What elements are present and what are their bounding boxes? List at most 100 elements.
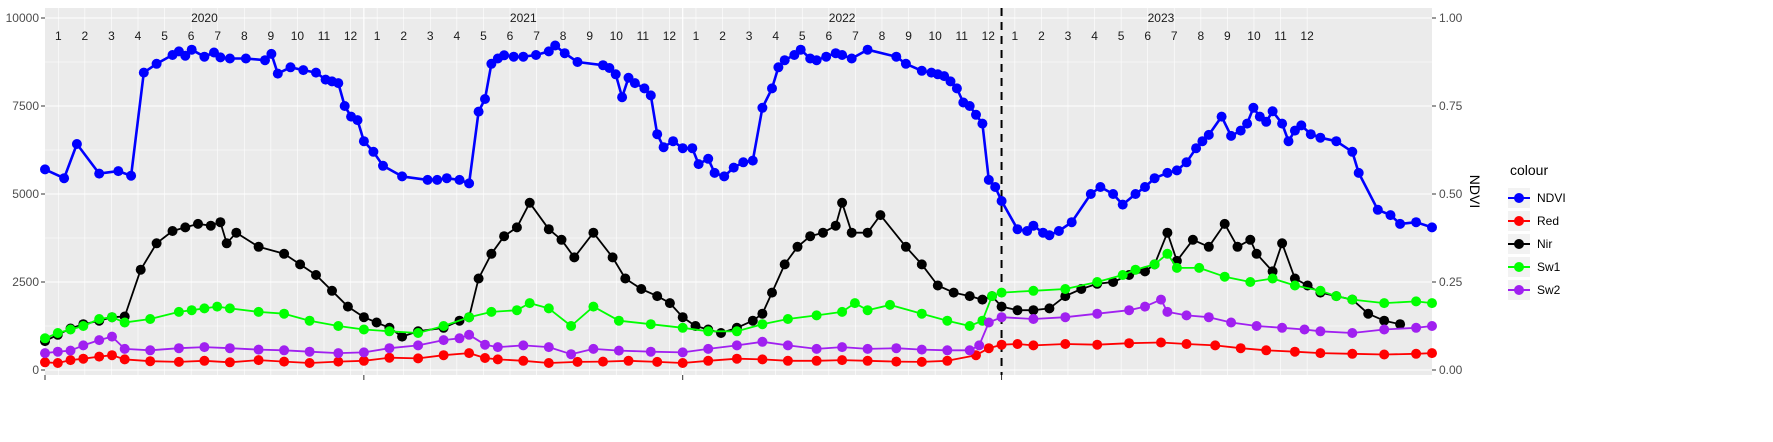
data-point-red bbox=[862, 355, 873, 366]
data-point-ndvi bbox=[757, 102, 768, 113]
data-point-sw2 bbox=[1092, 308, 1103, 319]
data-point-ndvi bbox=[1197, 136, 1208, 147]
month-label: 4 bbox=[1091, 29, 1098, 43]
data-point-ndvi bbox=[473, 106, 484, 117]
data-point-sw2 bbox=[703, 343, 714, 354]
data-point-ndvi bbox=[610, 69, 621, 80]
data-point-ndvi bbox=[837, 50, 848, 60]
legend-title: colour bbox=[1510, 162, 1548, 178]
data-point-ndvi bbox=[397, 171, 408, 182]
legend-item-red: Red bbox=[1537, 214, 1559, 228]
y-tick-label: 10000 bbox=[6, 11, 40, 25]
data-point-nir bbox=[1108, 277, 1119, 287]
data-point-sw1 bbox=[1411, 296, 1422, 307]
data-point-nir bbox=[1232, 241, 1243, 252]
data-point-sw1 bbox=[511, 305, 522, 316]
year-label: 2020 bbox=[191, 11, 218, 25]
series-line-red bbox=[44, 341, 1433, 364]
data-point-ndvi bbox=[151, 58, 162, 69]
data-point-ndvi bbox=[1353, 167, 1364, 178]
y2-axis-title: NDVI bbox=[1467, 175, 1483, 208]
data-point-ndvi bbox=[441, 173, 452, 184]
data-point-nir bbox=[977, 294, 988, 305]
data-point-nir bbox=[1044, 303, 1055, 314]
data-point-sw2 bbox=[757, 336, 768, 347]
data-point-sw1 bbox=[107, 312, 117, 323]
y-tick-label: 5000 bbox=[12, 187, 39, 201]
month-label: 7 bbox=[214, 29, 221, 43]
data-point-sw2 bbox=[65, 345, 76, 356]
data-point-red bbox=[1060, 339, 1071, 349]
data-point-red bbox=[1156, 337, 1166, 348]
data-point-sw1 bbox=[996, 287, 1007, 298]
data-point-nir bbox=[1203, 241, 1214, 252]
data-point-red bbox=[199, 355, 210, 366]
data-point-sw1 bbox=[413, 328, 424, 338]
month-label: 12 bbox=[982, 29, 996, 43]
data-point-sw1 bbox=[1245, 277, 1256, 287]
data-point-sw2 bbox=[253, 344, 264, 355]
data-point-sw2 bbox=[492, 342, 503, 353]
year-label: 2023 bbox=[1148, 11, 1175, 25]
data-point-ndvi bbox=[1149, 173, 1160, 184]
data-point-sw1 bbox=[1219, 271, 1230, 282]
month-label: 4 bbox=[454, 29, 461, 43]
data-point-sw1 bbox=[916, 308, 927, 319]
data-point-red bbox=[623, 355, 634, 366]
data-point-ndvi bbox=[773, 62, 784, 73]
data-point-ndvi bbox=[629, 78, 640, 89]
data-point-sw2 bbox=[964, 345, 975, 356]
data-point-ndvi bbox=[1385, 210, 1396, 221]
data-point-ndvi bbox=[1130, 189, 1141, 199]
data-point-sw2 bbox=[1427, 321, 1437, 331]
data-point-red bbox=[811, 355, 822, 366]
legend-item-nir: Nir bbox=[1537, 237, 1552, 251]
data-point-sw1 bbox=[40, 333, 50, 344]
y-tick-label: 2500 bbox=[12, 275, 39, 289]
month-label: 2 bbox=[1038, 29, 1045, 43]
data-point-red bbox=[1092, 339, 1103, 350]
data-point-sw1 bbox=[78, 321, 89, 331]
data-point-sw2 bbox=[518, 340, 529, 351]
month-label: 7 bbox=[1171, 29, 1178, 43]
month-label: 1 bbox=[1011, 29, 1018, 43]
data-point-sw2 bbox=[107, 331, 117, 342]
year-label: 2022 bbox=[829, 11, 856, 25]
data-point-nir bbox=[1395, 319, 1406, 330]
data-point-nir bbox=[875, 210, 886, 221]
data-point-ndvi bbox=[71, 139, 82, 149]
data-point-ndvi bbox=[464, 178, 475, 189]
data-point-red bbox=[1124, 338, 1135, 349]
data-point-nir bbox=[358, 312, 369, 323]
data-point-ndvi bbox=[971, 109, 981, 120]
data-point-ndvi bbox=[266, 48, 277, 59]
data-point-ndvi bbox=[677, 143, 688, 154]
data-point-sw1 bbox=[304, 315, 315, 326]
data-point-sw1 bbox=[212, 301, 223, 312]
data-point-ndvi bbox=[224, 53, 235, 64]
data-point-sw1 bbox=[1379, 298, 1390, 309]
month-label: 10 bbox=[1247, 29, 1261, 43]
month-label: 10 bbox=[291, 29, 305, 43]
data-point-ndvi bbox=[199, 51, 210, 62]
data-point-sw1 bbox=[885, 299, 895, 310]
data-point-sw2 bbox=[464, 329, 475, 340]
data-point-ndvi bbox=[639, 83, 650, 94]
data-point-nir bbox=[543, 224, 554, 235]
data-point-sw2 bbox=[1411, 322, 1422, 333]
month-label: 5 bbox=[480, 29, 487, 43]
data-point-ndvi bbox=[767, 83, 777, 94]
data-point-sw2 bbox=[837, 342, 848, 353]
data-point-sw1 bbox=[1117, 270, 1128, 280]
data-point-sw2 bbox=[1162, 306, 1173, 317]
data-point-sw2 bbox=[1124, 305, 1135, 316]
data-point-nir bbox=[792, 241, 803, 252]
data-point-ndvi bbox=[821, 51, 832, 62]
data-point-sw2 bbox=[645, 346, 656, 357]
data-point-nir bbox=[607, 252, 618, 263]
legend-item-sw1: Sw1 bbox=[1537, 260, 1561, 274]
data-point-red bbox=[304, 358, 315, 368]
data-point-ndvi bbox=[180, 50, 191, 61]
data-point-ndvi bbox=[358, 136, 369, 147]
data-point-ndvi bbox=[311, 67, 321, 78]
